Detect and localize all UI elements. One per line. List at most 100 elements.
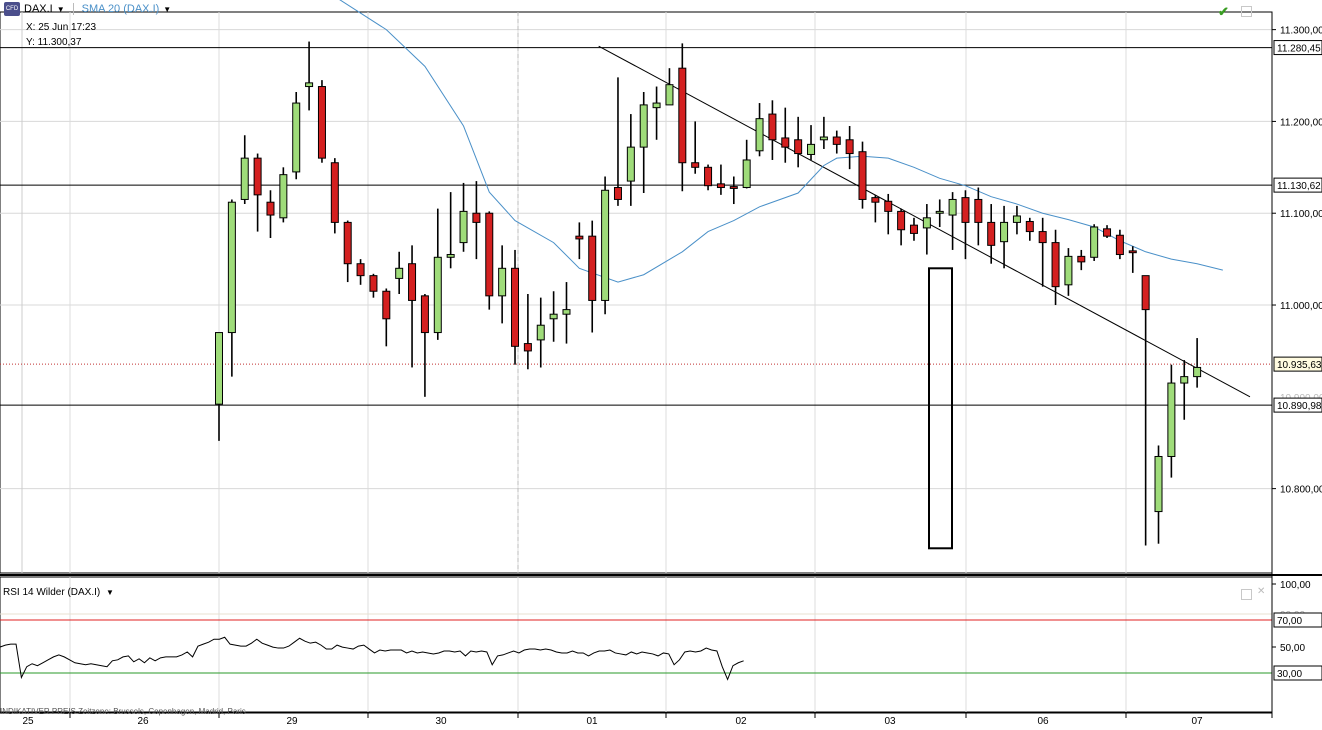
price-marker-label: 11.130,62 bbox=[1277, 181, 1321, 192]
checkmark-icon[interactable]: ✔ bbox=[1218, 4, 1229, 19]
rsi-line bbox=[0, 636, 744, 681]
rsi-restore-icon[interactable] bbox=[1241, 589, 1252, 600]
candle-down bbox=[691, 162, 700, 168]
sma-dropdown-icon[interactable]: ▼ bbox=[163, 4, 172, 14]
candle-up bbox=[433, 256, 442, 334]
price-marker-label: 10.935,63 bbox=[1277, 360, 1322, 371]
candle-up bbox=[807, 143, 816, 155]
candle-up bbox=[292, 102, 301, 173]
candle-down bbox=[858, 151, 867, 200]
candle-up bbox=[215, 332, 223, 405]
candle-up bbox=[279, 174, 288, 219]
price-tick-label: 11.000,00 bbox=[1280, 301, 1322, 312]
candle-down bbox=[472, 212, 481, 223]
candle-down bbox=[909, 224, 918, 234]
candle-down bbox=[511, 267, 520, 347]
candle-up bbox=[652, 102, 661, 109]
candle-down bbox=[987, 221, 996, 246]
window-restore-icon[interactable] bbox=[1241, 6, 1252, 17]
candle-down bbox=[871, 197, 880, 203]
candle-up bbox=[227, 201, 236, 334]
price-tick-label: 11.200,00 bbox=[1280, 117, 1322, 128]
time-axis-label: 01 bbox=[586, 716, 598, 727]
candle-down bbox=[1128, 250, 1137, 254]
symbol-dropdown-icon[interactable]: ▼ bbox=[56, 4, 65, 14]
chart-toolbar: CFD DAX.I ▼ SMA 20 (DAX.I) ▼ bbox=[0, 0, 1272, 18]
candle-down bbox=[1077, 255, 1086, 263]
price-marker: 11.280,45 bbox=[1273, 40, 1322, 56]
candle-up bbox=[665, 84, 674, 106]
candle-up bbox=[1064, 255, 1073, 286]
candle-down bbox=[369, 275, 378, 292]
candle-up bbox=[1193, 366, 1202, 378]
time-axis-label: 07 bbox=[1191, 716, 1203, 727]
price-tick-label: 11.100,00 bbox=[1280, 209, 1322, 220]
rsi-marker: 30,00 bbox=[1273, 665, 1322, 681]
crosshair-x-readout: X: 25 Jun 17:23 bbox=[26, 22, 97, 33]
price-marker-box bbox=[1273, 40, 1322, 56]
candle-down bbox=[884, 200, 893, 212]
rsi-dropdown-icon[interactable]: ▼ bbox=[106, 588, 114, 597]
candle-up bbox=[459, 210, 468, 244]
candle-up bbox=[562, 309, 571, 315]
candle-up bbox=[626, 146, 635, 182]
candle-down bbox=[974, 198, 983, 223]
candle-down bbox=[704, 166, 713, 187]
candle-down bbox=[343, 221, 352, 265]
candle-down bbox=[356, 263, 365, 277]
candle-up bbox=[1000, 221, 1009, 243]
time-axis-label: 29 bbox=[286, 716, 298, 727]
rsi-indicator-label[interactable]: RSI 14 Wilder (DAX.I) bbox=[3, 587, 101, 598]
candle-down bbox=[408, 263, 417, 301]
rsi-tick-label: 50,00 bbox=[1280, 643, 1305, 654]
candle-down bbox=[588, 235, 597, 301]
price-marker: 10.890,98 bbox=[1273, 397, 1322, 413]
candle-down bbox=[1051, 242, 1060, 288]
candle-down bbox=[1025, 220, 1034, 233]
rsi-tick-label: 100,00 bbox=[1280, 580, 1311, 591]
rsi-panel-title[interactable]: RSI 14 Wilder (DAX.I) ▼ bbox=[3, 587, 114, 598]
price-marker-box bbox=[1273, 356, 1322, 372]
candle-up bbox=[639, 104, 648, 148]
price-panel bbox=[0, 11, 1273, 574]
candle-down bbox=[330, 162, 339, 223]
toolbar-divider bbox=[72, 3, 74, 15]
candle-up bbox=[395, 267, 404, 279]
candle-down bbox=[1103, 228, 1112, 237]
candle-up bbox=[536, 324, 545, 341]
candle-down bbox=[832, 136, 841, 145]
candle-down bbox=[523, 343, 532, 352]
crosshair-y-readout: Y: 11.300,37 bbox=[26, 37, 82, 48]
symbol-label[interactable]: DAX.I bbox=[24, 3, 53, 15]
candle-down bbox=[382, 290, 391, 320]
sma-indicator-label[interactable]: SMA 20 (DAX.I) bbox=[81, 3, 160, 15]
candle-down bbox=[317, 86, 326, 159]
gap-annotation-box bbox=[928, 267, 953, 550]
candle-down bbox=[613, 187, 622, 200]
price-marker: 11.130,62 bbox=[1273, 177, 1322, 193]
rsi-marker-box bbox=[1273, 612, 1322, 628]
price-marker: 10.935,63 bbox=[1273, 356, 1322, 372]
candle-up bbox=[1012, 215, 1021, 223]
candle-down bbox=[961, 197, 970, 223]
indicative-price-note: INDIKATIVER PREIS Zeitzone: Brussels, Co… bbox=[0, 707, 246, 716]
rsi-panel bbox=[0, 576, 1273, 713]
price-marker-label: 11.280,45 bbox=[1277, 44, 1321, 55]
candle-up bbox=[240, 157, 249, 200]
candle-up bbox=[601, 189, 610, 301]
cfd-logo-icon[interactable]: CFD bbox=[4, 2, 20, 16]
time-axis-label: 26 bbox=[137, 716, 149, 727]
candle-up bbox=[742, 159, 751, 189]
candle-up bbox=[948, 198, 957, 216]
rsi-marker-label: 30,00 bbox=[1277, 669, 1302, 680]
candle-up bbox=[755, 118, 764, 152]
time-axis-label: 25 bbox=[22, 716, 34, 727]
candle-down bbox=[266, 201, 275, 216]
candle-down bbox=[485, 212, 494, 297]
candle-down bbox=[794, 139, 803, 155]
rsi-close-icon[interactable]: ✕ bbox=[1257, 586, 1266, 597]
sma20-line bbox=[339, 0, 1223, 283]
time-axis-label: 02 bbox=[735, 716, 747, 727]
